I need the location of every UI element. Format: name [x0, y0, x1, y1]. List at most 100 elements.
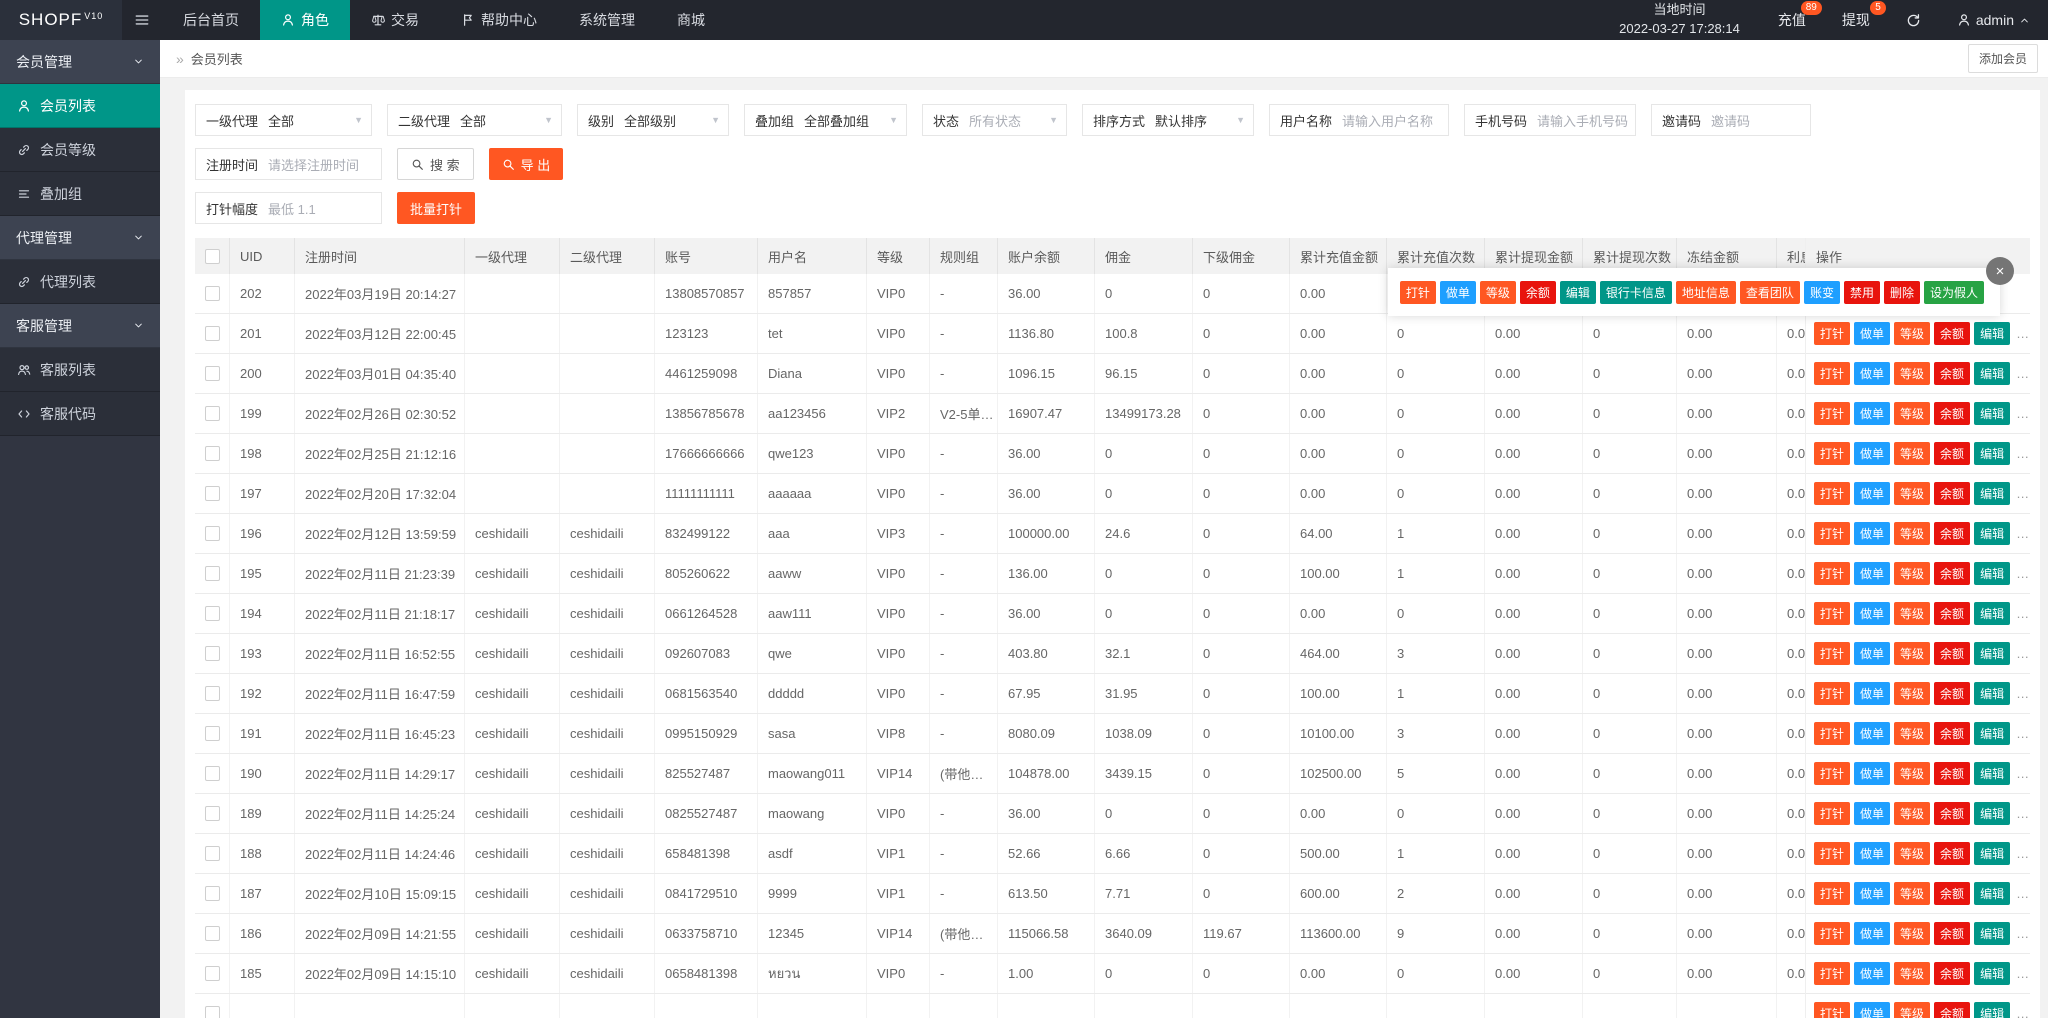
action-level-button[interactable]: 等级 [1894, 882, 1931, 905]
action-balance-button[interactable]: 余额 [1934, 602, 1971, 625]
action-balance-button[interactable]: 余额 [1934, 922, 1971, 945]
action-edit-button[interactable]: 编辑 [1974, 642, 2011, 665]
row-checkbox[interactable] [204, 1006, 220, 1018]
action-level-button[interactable]: 等级 [1894, 602, 1931, 625]
action-order-button[interactable]: 做单 [1854, 922, 1891, 945]
action-level-button[interactable]: 等级 [1894, 322, 1931, 345]
register-time-field[interactable]: 注册时间 请选择注册时间 [195, 148, 382, 180]
action-view-team-button[interactable]: 查看团队 [1739, 280, 1800, 304]
action-order-button[interactable]: 做单 [1854, 522, 1891, 545]
action-inject-button[interactable]: 打针 [1814, 442, 1851, 465]
action-inject-button[interactable]: 打针 [1814, 602, 1851, 625]
row-checkbox[interactable] [204, 486, 220, 501]
refresh-button[interactable] [1888, 0, 1939, 40]
action-order-button[interactable]: 做单 [1854, 482, 1891, 505]
filter-agent1-field[interactable]: 一级代理 全部 ▼ [195, 104, 372, 136]
action-level-button[interactable]: 等级 [1894, 442, 1931, 465]
row-checkbox[interactable] [204, 806, 220, 821]
action-edit-button[interactable]: 编辑 [1974, 962, 2011, 985]
action-edit-button[interactable]: 编辑 [1974, 762, 2011, 785]
action-address-button[interactable]: 地址信息 [1675, 280, 1736, 304]
action-edit-button[interactable]: 编辑 [1974, 682, 2011, 705]
action-balance-button[interactable]: 余额 [1519, 280, 1556, 304]
row-checkbox[interactable] [204, 366, 220, 381]
action-level-button[interactable]: 等级 [1894, 922, 1931, 945]
row-checkbox[interactable] [204, 726, 220, 741]
action-disable-button[interactable]: 禁用 [1843, 280, 1880, 304]
action-balance-button[interactable]: 余额 [1934, 322, 1971, 345]
filter-invite-field[interactable]: 邀请码 邀请码 [1651, 104, 1811, 136]
more-actions-button[interactable]: … [2016, 886, 2031, 901]
row-checkbox[interactable] [204, 286, 220, 301]
action-level-button[interactable]: 等级 [1894, 642, 1931, 665]
more-actions-button[interactable]: … [2016, 726, 2031, 741]
more-actions-button[interactable]: … [2016, 966, 2031, 981]
top-menu-mall[interactable]: 商城 [656, 0, 726, 40]
row-checkbox[interactable] [204, 846, 220, 861]
action-order-button[interactable]: 做单 [1854, 322, 1891, 345]
action-inject-button[interactable]: 打针 [1814, 402, 1851, 425]
action-inject-button[interactable]: 打针 [1814, 802, 1851, 825]
action-level-button[interactable]: 等级 [1894, 362, 1931, 385]
action-level-button[interactable]: 等级 [1479, 280, 1516, 304]
action-bank-card-button[interactable]: 银行卡信息 [1599, 280, 1672, 304]
add-member-button[interactable]: 添加会员 [1967, 44, 2038, 73]
action-inject-button[interactable]: 打针 [1814, 562, 1851, 585]
needle-range-field[interactable]: 打针幅度 最低 1.1 [195, 192, 382, 224]
action-inject-button[interactable]: 打针 [1399, 280, 1436, 304]
action-inject-button[interactable]: 打针 [1814, 482, 1851, 505]
action-order-button[interactable]: 做单 [1854, 602, 1891, 625]
action-order-button[interactable]: 做单 [1854, 362, 1891, 385]
action-level-button[interactable]: 等级 [1894, 482, 1931, 505]
row-checkbox[interactable] [204, 926, 220, 941]
action-set-fake-button[interactable]: 设为假人 [1923, 280, 1984, 304]
action-edit-button[interactable]: 编辑 [1974, 882, 2011, 905]
sidebar-item-member-list[interactable]: 会员列表 [0, 84, 160, 128]
action-inject-button[interactable]: 打针 [1814, 682, 1851, 705]
action-balance-button[interactable]: 余额 [1934, 1002, 1971, 1018]
action-order-button[interactable]: 做单 [1439, 280, 1476, 304]
action-level-button[interactable]: 等级 [1894, 802, 1931, 825]
action-inject-button[interactable]: 打针 [1814, 322, 1851, 345]
action-edit-button[interactable]: 编辑 [1974, 482, 2011, 505]
action-order-button[interactable]: 做单 [1854, 802, 1891, 825]
action-inject-button[interactable]: 打针 [1814, 962, 1851, 985]
action-order-button[interactable]: 做单 [1854, 642, 1891, 665]
action-level-button[interactable]: 等级 [1894, 402, 1931, 425]
row-checkbox[interactable] [204, 526, 220, 541]
more-actions-button[interactable]: … [2016, 646, 2031, 661]
top-menu-trade[interactable]: 交易 [350, 0, 440, 40]
action-balance-button[interactable]: 余额 [1934, 642, 1971, 665]
action-level-button[interactable]: 等级 [1894, 842, 1931, 865]
sidebar-item-overlay-group[interactable]: 叠加组 [0, 172, 160, 216]
action-edit-button[interactable]: 编辑 [1974, 362, 2011, 385]
sidebar-group-service-management[interactable]: 客服管理 [0, 304, 160, 348]
action-inject-button[interactable]: 打针 [1814, 722, 1851, 745]
row-checkbox[interactable] [204, 326, 220, 341]
top-menu-system[interactable]: 系统管理 [558, 0, 656, 40]
withdraw-link[interactable]: 提现 5 [1824, 0, 1888, 40]
action-balance-button[interactable]: 余额 [1934, 962, 1971, 985]
sidebar-group-agent-management[interactable]: 代理管理 [0, 216, 160, 260]
user-menu[interactable]: admin [1939, 0, 2048, 40]
action-order-button[interactable]: 做单 [1854, 1002, 1891, 1018]
action-edit-button[interactable]: 编辑 [1559, 280, 1596, 304]
action-delete-button[interactable]: 删除 [1883, 280, 1920, 304]
more-actions-button[interactable]: … [2016, 326, 2031, 341]
action-order-button[interactable]: 做单 [1854, 882, 1891, 905]
row-checkbox[interactable] [204, 686, 220, 701]
export-button[interactable]: 导 出 [488, 148, 564, 180]
action-balance-button[interactable]: 余额 [1934, 402, 1971, 425]
action-balance-button[interactable]: 余额 [1934, 562, 1971, 585]
row-checkbox[interactable] [204, 646, 220, 661]
action-balance-button[interactable]: 余额 [1934, 722, 1971, 745]
action-inject-button[interactable]: 打针 [1814, 642, 1851, 665]
action-balance-button[interactable]: 余额 [1934, 842, 1971, 865]
action-level-button[interactable]: 等级 [1894, 682, 1931, 705]
action-balance-button[interactable]: 余额 [1934, 802, 1971, 825]
search-button[interactable]: 搜 索 [397, 148, 474, 180]
more-actions-button[interactable]: … [2016, 446, 2031, 461]
top-menu-roles[interactable]: 角色 [260, 0, 350, 40]
action-edit-button[interactable]: 编辑 [1974, 722, 2011, 745]
row-checkbox[interactable] [204, 886, 220, 901]
